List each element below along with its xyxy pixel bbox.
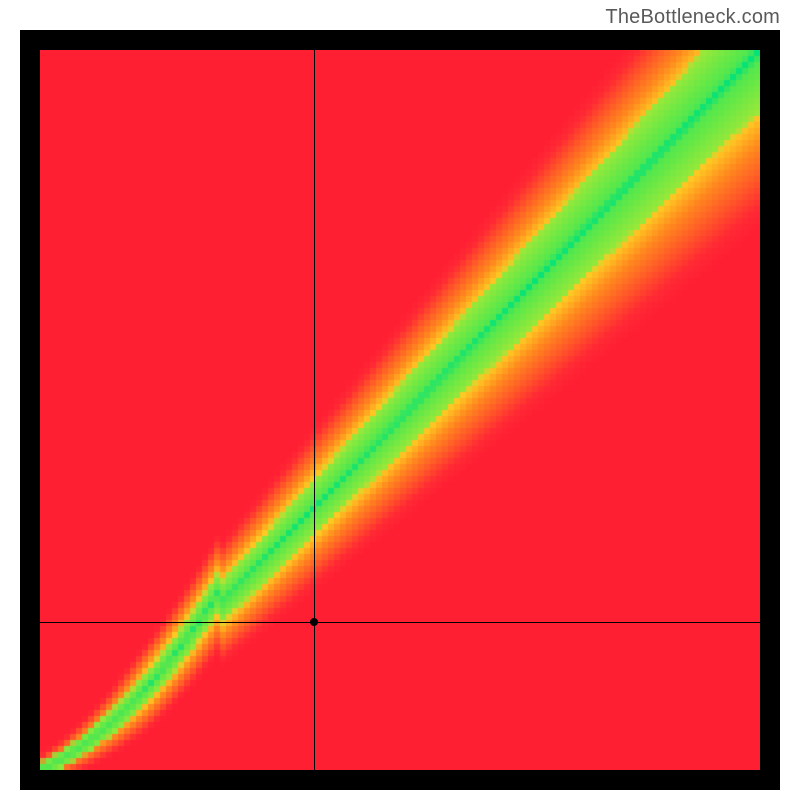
chart-frame	[20, 30, 780, 790]
crosshair-horizontal-line	[40, 622, 760, 623]
crosshair-vertical-line	[314, 50, 315, 770]
heatmap-canvas	[40, 50, 760, 770]
chart-plot-area	[40, 50, 760, 770]
crosshair-marker	[310, 618, 318, 626]
watermark-text: TheBottleneck.com	[605, 6, 780, 29]
